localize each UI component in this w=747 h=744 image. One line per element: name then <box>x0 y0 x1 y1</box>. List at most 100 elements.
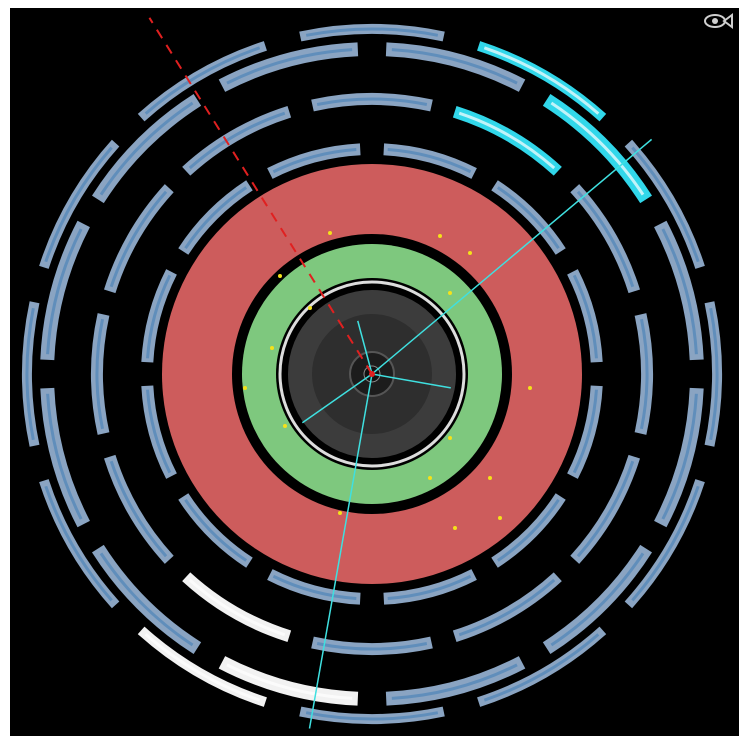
muon-chamber-strip <box>387 574 472 600</box>
energy-deposit <box>338 511 342 515</box>
muon-chamber-strip <box>640 318 649 430</box>
muon-chamber-strip <box>387 148 472 174</box>
muon-chamber-segment <box>570 184 640 294</box>
muon-chamber-strip <box>316 97 428 106</box>
muon-chamber-strip <box>44 146 113 263</box>
muon-chamber-strip <box>146 389 172 474</box>
muon-chamber-strip <box>188 111 286 170</box>
muon-chamber-segment <box>178 493 253 568</box>
muon-chamber-segment <box>39 479 120 609</box>
muon-chamber-strip <box>226 48 353 85</box>
muon-chamber-segment <box>91 93 202 204</box>
muon-chamber-segment <box>299 706 445 725</box>
muon-chamber-strip <box>272 574 357 600</box>
muon-chamber-segment <box>137 626 267 707</box>
muon-chamber-segment <box>218 42 359 92</box>
muon-chamber-strip <box>572 389 598 474</box>
event-display-viewer[interactable] <box>10 8 739 736</box>
muon-chamber-strip <box>95 318 104 430</box>
muon-chamber-strip <box>316 642 428 651</box>
muon-chamber-segment <box>21 301 40 447</box>
energy-deposit <box>438 234 442 238</box>
muon-chamber-strip <box>305 711 439 721</box>
muon-chamber-segment <box>624 479 705 609</box>
muon-chamber-segment <box>491 493 566 568</box>
muon-chamber-strip <box>661 228 698 355</box>
muon-chamber-segment <box>40 220 90 361</box>
energy-deposit <box>308 306 312 310</box>
muon-chamber-segment <box>311 636 433 655</box>
muon-chamber-strip <box>184 186 248 250</box>
muon-chamber-strip <box>458 578 556 637</box>
event-display-canvas[interactable] <box>10 8 739 736</box>
muon-system <box>21 23 723 725</box>
muon-chamber-strip <box>631 146 700 263</box>
muon-chamber-segment <box>624 139 705 269</box>
muon-chamber-strip <box>188 578 286 637</box>
muon-chamber-segment <box>137 41 267 122</box>
muon-chamber-segment <box>452 106 562 176</box>
muon-chamber-strip <box>496 186 560 250</box>
energy-deposit <box>448 291 452 295</box>
muon-chamber-strip <box>46 228 83 355</box>
muon-chamber-strip <box>146 274 172 359</box>
muon-chamber-strip <box>272 148 357 174</box>
interaction-vertex <box>369 371 375 377</box>
muon-chamber-segment <box>385 656 526 706</box>
muon-chamber-segment <box>634 313 653 435</box>
energy-deposit <box>270 346 274 350</box>
muon-chamber-strip <box>144 46 261 115</box>
solenoid-ring <box>278 280 466 468</box>
muon-chamber-strip <box>144 633 261 702</box>
track-line <box>371 373 451 389</box>
muon-chamber-segment <box>452 572 562 642</box>
muon-chamber-strip <box>458 111 556 170</box>
muon-chamber-strip <box>483 633 600 702</box>
energy-deposit <box>278 274 282 278</box>
muon-chamber-strip <box>391 663 518 700</box>
muon-chamber-segment <box>182 106 292 176</box>
track-line <box>308 373 373 729</box>
energy-deposit <box>283 424 287 428</box>
muon-chamber-strip <box>572 274 598 359</box>
energy-deposit <box>528 386 532 390</box>
muon-chamber-segment <box>91 544 202 655</box>
energy-deposits <box>243 231 532 530</box>
muon-chamber-strip <box>661 393 698 520</box>
muon-chamber-segment <box>542 544 653 655</box>
muon-chamber-strip <box>576 190 635 288</box>
muon-chamber-strip <box>483 46 600 115</box>
muon-chamber-segment <box>491 180 566 255</box>
muon-chamber-segment <box>218 656 359 706</box>
muon-chamber-segment <box>654 387 704 528</box>
muon-chamber-segment <box>385 42 526 92</box>
muon-chamber-segment <box>311 93 433 112</box>
muon-chamber-strip <box>305 27 439 37</box>
energy-deposit <box>328 231 332 235</box>
track-line <box>301 373 373 424</box>
eye-fish-icon[interactable] <box>703 12 733 30</box>
muon-chamber-segment <box>477 626 607 707</box>
track-line <box>357 320 373 375</box>
muon-chamber-strip <box>44 485 113 602</box>
muon-chamber-segment <box>654 220 704 361</box>
muon-chamber-segment <box>178 180 253 255</box>
muon-chamber-strip <box>496 498 560 562</box>
muon-chamber-strip <box>226 663 353 700</box>
muon-chamber-segment <box>90 313 110 435</box>
muon-chamber-segment <box>104 454 174 564</box>
energy-deposit <box>243 386 247 390</box>
muon-chamber-segment <box>704 301 723 447</box>
energy-deposit <box>428 476 432 480</box>
energy-deposit <box>498 516 502 520</box>
muon-chamber-strip <box>576 460 635 558</box>
muon-chamber-segment <box>299 23 445 42</box>
muon-chamber-segment <box>542 93 653 204</box>
muon-chamber-segment <box>40 387 90 528</box>
muon-chamber-strip <box>184 498 248 562</box>
energy-deposit <box>468 251 472 255</box>
muon-chamber-segment <box>39 139 120 269</box>
muon-chamber-strip <box>109 190 168 288</box>
tracks <box>148 17 653 729</box>
muon-chamber-strip <box>109 460 168 558</box>
